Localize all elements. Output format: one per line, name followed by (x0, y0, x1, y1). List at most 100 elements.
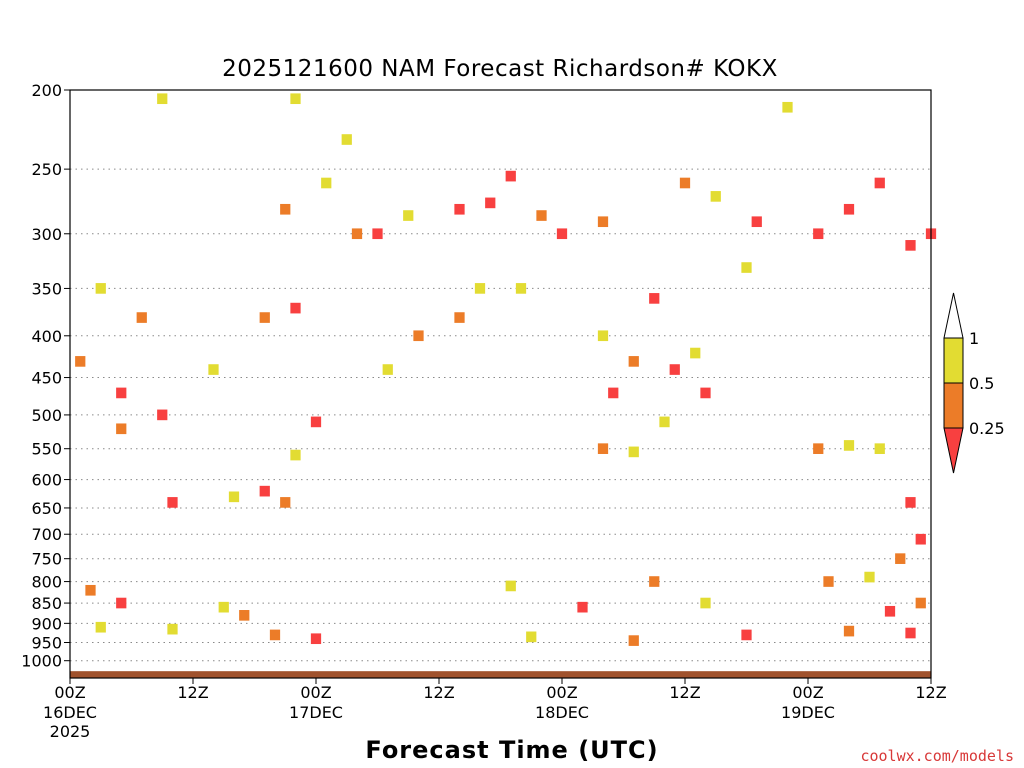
colorbar-label-0: 1 (969, 329, 979, 348)
x-tick-label-3: 12Z (423, 683, 454, 702)
cell-70 (884, 605, 896, 617)
cell-21 (905, 240, 916, 251)
x-axis-label: Forecast Time (UTC) (365, 736, 658, 764)
cell-12 (556, 228, 568, 240)
y-tick-label-500: 500 (31, 406, 62, 425)
cell-28 (116, 423, 127, 435)
y-tick-label-800: 800 (31, 573, 62, 592)
y-tick-label-700: 700 (31, 525, 62, 544)
y-tick-label-1000: 1000 (21, 652, 62, 671)
y-tick-label-400: 400 (31, 327, 62, 346)
y-tick-label-300: 300 (31, 225, 62, 244)
x-tick-sublabel-4-0: 18DEC (535, 703, 589, 722)
heatmap-cells (75, 93, 937, 646)
colorbar-bottom-arrow (943, 427, 964, 474)
y-tick-label-850: 850 (31, 594, 62, 613)
cell-75 (310, 633, 322, 645)
colorbar: 1 0.5 0.25 (943, 292, 1005, 474)
cell-0 (157, 93, 168, 105)
y-tick-label-750: 750 (31, 550, 62, 569)
cell-74 (269, 629, 281, 641)
colorbar-label-1: 0.5 (969, 374, 994, 393)
cell-18 (813, 228, 824, 240)
y-tick-label-950: 950 (31, 634, 62, 653)
cell-33 (280, 497, 291, 508)
cell-48 (690, 347, 701, 359)
x-tick-sublabel-0-1: 2025 (50, 722, 91, 741)
cell-49 (700, 387, 711, 399)
colorbar-top-arrow (943, 292, 964, 339)
cell-78 (741, 629, 752, 641)
cell-51 (597, 443, 609, 454)
y-tick-label-200: 200 (31, 81, 62, 100)
cell-77 (628, 635, 639, 646)
cell-9 (485, 197, 496, 209)
cell-64 (85, 584, 96, 596)
cell-8 (454, 203, 465, 215)
y-axis-ticks: 200 250 300 350 400 450 500 550 600 650 700 750 800 8… (21, 81, 70, 671)
cell-56 (874, 443, 885, 454)
y-tick-label-600: 600 (31, 471, 62, 490)
colorbar-bin-high (943, 337, 964, 384)
x-tick-sublabel-2-0: 17DEC (289, 703, 343, 722)
cell-26 (116, 387, 127, 399)
x-tick-sublabel-0-0: 16DEC (43, 703, 97, 722)
cell-34 (290, 449, 301, 461)
colorbar-label-2: 0.25 (969, 419, 1005, 438)
cell-5 (351, 228, 363, 240)
y-tick-label-450: 450 (31, 369, 62, 388)
cell-43 (597, 330, 609, 342)
cell-15 (710, 191, 721, 202)
ground-strip (70, 671, 931, 678)
cell-53 (659, 416, 670, 428)
cell-40 (454, 312, 465, 323)
cell-35 (310, 416, 322, 428)
credit-link[interactable]: coolwx.com/models (860, 747, 1014, 765)
cell-10 (505, 170, 516, 182)
chart-title: 2025121600 NAM Forecast Richardson# KOKX (222, 56, 778, 82)
cell-41 (474, 283, 486, 294)
cell-42 (515, 283, 527, 294)
cell-54 (813, 443, 824, 454)
cell-66 (218, 601, 229, 613)
cell-45 (628, 356, 639, 367)
grid-lines (70, 168, 931, 662)
x-tick-label-1: 12Z (177, 683, 208, 702)
cell-69 (577, 601, 588, 613)
cell-58 (915, 533, 926, 545)
y-tick-label-650: 650 (31, 499, 62, 518)
cell-46 (649, 293, 660, 304)
cell-20 (874, 177, 885, 189)
x-tick-label-6: 00Z (792, 683, 823, 702)
x-tick-label-2: 00Z (300, 683, 331, 702)
cell-16 (751, 216, 762, 228)
cell-52 (628, 446, 639, 458)
x-tick-label-7: 12Z (915, 683, 946, 702)
cell-39 (413, 330, 424, 342)
plot-frame (69, 89, 932, 679)
colorbar-bin-mid (943, 382, 964, 429)
cell-2 (341, 134, 352, 145)
cell-50 (741, 262, 752, 273)
cell-31 (228, 491, 240, 503)
cell-24 (136, 312, 147, 323)
cell-76 (526, 631, 537, 643)
cell-61 (823, 576, 834, 587)
x-tick-label-0: 00Z (54, 683, 85, 702)
cell-55 (843, 440, 855, 451)
y-tick-label-350: 350 (31, 279, 62, 298)
cell-19 (843, 203, 855, 215)
y-tick-label-900: 900 (31, 614, 62, 633)
cell-32 (259, 485, 270, 497)
cell-6 (372, 228, 383, 240)
cell-65 (116, 597, 127, 609)
x-tick-sublabel-6-0: 19DEC (781, 703, 835, 722)
cell-73 (167, 623, 178, 635)
cell-47 (669, 364, 680, 375)
x-tick-label-4: 00Z (546, 683, 577, 702)
y-tick-label-250: 250 (31, 160, 62, 179)
cell-11 (536, 210, 547, 221)
cell-13 (597, 216, 609, 228)
